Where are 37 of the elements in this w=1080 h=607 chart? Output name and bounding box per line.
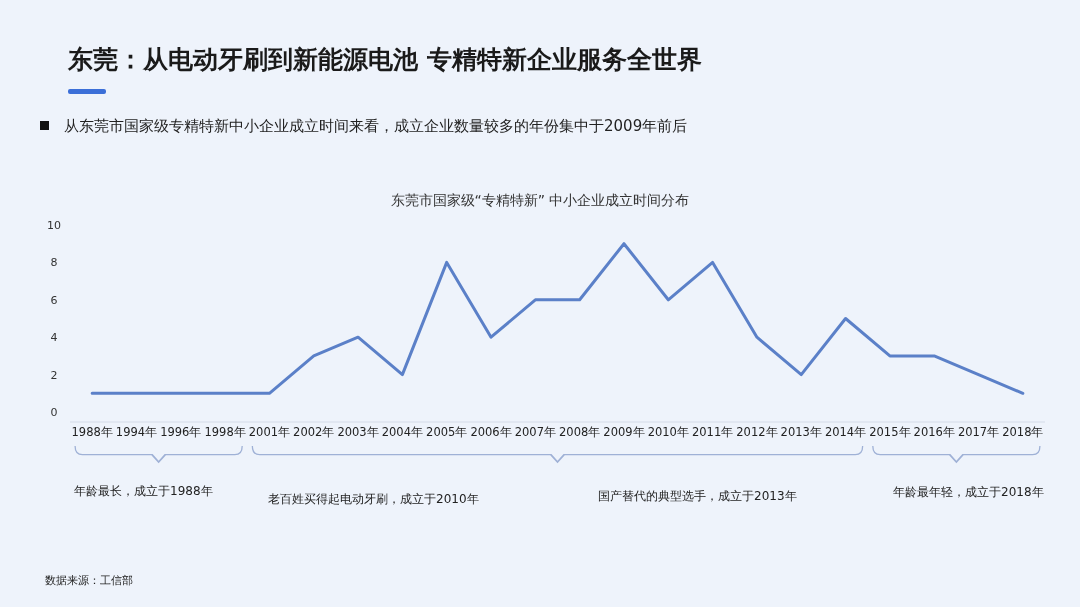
x-tick-label: 1998年 — [204, 425, 246, 439]
chart-title: 东莞：从电动牙刷到新能源电池 专精特新企业服务全世界 — [67, 45, 702, 74]
x-tick-label: 2012年 — [736, 425, 778, 439]
text: 老百姓买得起电动牙刷，成立于2010年 — [268, 492, 479, 506]
x-tick-label: 2008年 — [559, 425, 601, 439]
y-tick-label: 4 — [50, 331, 58, 345]
x-tick-label: 2011年 — [691, 425, 734, 439]
x-tick-label: 2002年 — [293, 425, 335, 439]
y-tick-label: 2 — [50, 368, 58, 382]
text: 从东莞市国家级专精特新中小企业成立时间来看，成立企业数量较多的年份集中于2009年前后 — [64, 117, 688, 135]
x-tick-label: 2009年 — [603, 425, 645, 439]
x-tick-label: 2003年 — [337, 425, 379, 439]
x-tick-label: 2005年 — [426, 425, 468, 439]
y-tick-label: 8 — [50, 256, 58, 270]
y-tick-label: 6 — [50, 293, 58, 307]
x-tick-label: 2006年 — [470, 425, 512, 439]
x-tick-label: 2001年 — [248, 425, 291, 439]
x-tick-label: 2013年 — [780, 425, 822, 439]
x-tick-label: 2007年 — [514, 425, 556, 439]
x-tick-label: 1988年 — [71, 425, 113, 439]
y-tick-label: 0 — [50, 406, 58, 419]
text: 年龄最长，成立于1988年 — [74, 484, 213, 498]
text: 国产替代的典型选手，成立于2013年 — [598, 489, 797, 503]
x-tick-label: 2015年 — [869, 425, 911, 439]
x-tick-label: 1994年 — [115, 425, 158, 439]
source-note: 数据来源：工信部 — [45, 574, 133, 587]
text: 年龄最年轻，成立于2018年 — [893, 485, 1044, 499]
chart-subtitle: 东莞市国家级“专精特新” 中小企业成立时间分布 — [390, 192, 690, 208]
x-tick-label: 2016年 — [913, 425, 955, 439]
x-tick-label: 2017年 — [957, 425, 1000, 439]
y-tick-label: 10 — [47, 219, 61, 232]
x-tick-label: 1996年 — [160, 425, 202, 439]
line-series — [90, 242, 1025, 395]
x-tick-label: 2004年 — [381, 425, 424, 439]
x-tick-label: 2010年 — [647, 425, 689, 439]
x-tick-label: 2014年 — [824, 425, 867, 439]
x-tick-label: 2018年 — [1002, 425, 1044, 439]
